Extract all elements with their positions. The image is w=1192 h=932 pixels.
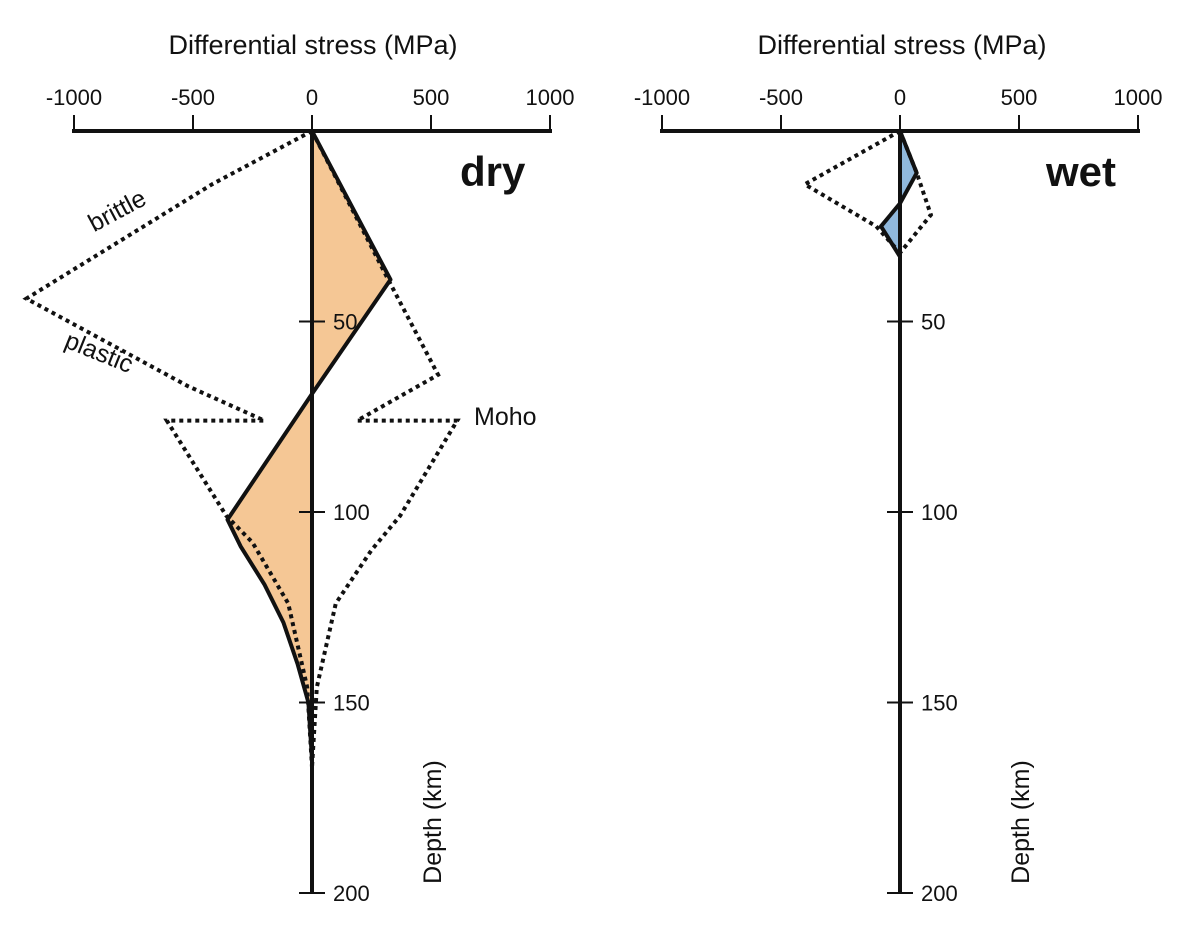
solid-envelope — [225, 130, 393, 893]
plastic-annotation: plastic — [61, 326, 137, 379]
dotted-envelope-2 — [898, 130, 934, 255]
y-tick-label: 100 — [921, 500, 958, 525]
y-tick-label: 100 — [333, 500, 370, 525]
x-tick-label: -1000 — [46, 85, 102, 110]
y-axis-label: Depth (km) — [419, 760, 447, 884]
y-tick-label: 200 — [921, 881, 958, 906]
dotted-envelope-2 — [310, 130, 461, 768]
y-tick-label: 150 — [921, 691, 958, 716]
y-tick-label: 150 — [333, 691, 370, 716]
panel-label: dry — [460, 148, 526, 195]
y-axis-label: Depth (km) — [1007, 760, 1035, 884]
y-tick-label: 50 — [333, 310, 357, 335]
axis-title: Differential stress (MPa) — [757, 30, 1046, 60]
brittle-annotation: brittle — [84, 184, 151, 237]
x-tick-label: 0 — [306, 85, 318, 110]
x-tick-label: -1000 — [634, 85, 690, 110]
axis-title: Differential stress (MPa) — [168, 30, 457, 60]
x-tick-label: -500 — [171, 85, 215, 110]
y-tick-label: 50 — [921, 310, 945, 335]
x-tick-label: 1000 — [526, 85, 575, 110]
y-tick-label: 200 — [333, 881, 370, 906]
x-tick-label: 500 — [413, 85, 450, 110]
moho-annotation: Moho — [474, 403, 537, 431]
x-tick-label: 0 — [894, 85, 906, 110]
dry-panel: -1000 -500 0 500 1000 Differential stress (MP… — [22, 30, 575, 906]
wet-panel: -1000 -500 0 500 1000 Differential stress (MP… — [634, 30, 1163, 906]
panel-label: wet — [1045, 148, 1116, 195]
dotted-envelope-1 — [22, 129, 314, 768]
x-tick-label: 500 — [1001, 85, 1038, 110]
x-tick-label: 1000 — [1114, 85, 1163, 110]
x-tick-label: -500 — [759, 85, 803, 110]
